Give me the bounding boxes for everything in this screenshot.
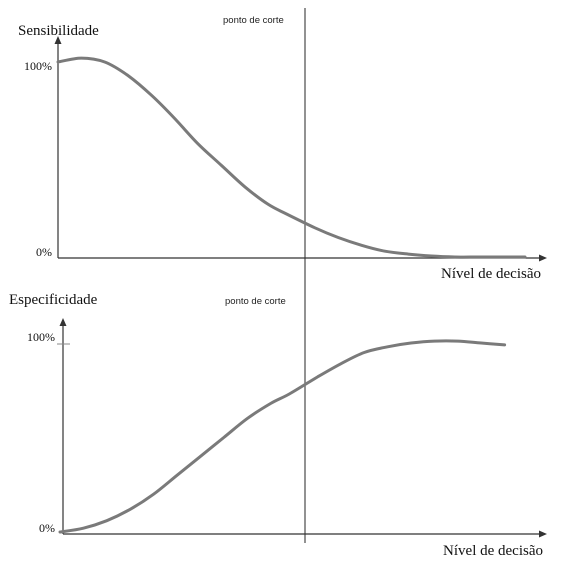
y-axis-label: Especificidade — [9, 292, 98, 308]
y-tick-label-min: 0% — [39, 521, 55, 535]
sensitivity-chart: Sensibilidade 100% 0% ponto de corte Nív… — [18, 15, 547, 282]
sensitivity-curve — [56, 56, 527, 259]
x-axis-label: Nível de decisão — [441, 266, 541, 282]
specificity-chart: Especificidade 100% 0% ponto de corte Ní… — [9, 292, 547, 559]
specificity-curve — [58, 339, 507, 534]
y-axis-arrow — [59, 318, 67, 326]
y-axis-label: Sensibilidade — [18, 23, 99, 39]
y-tick-label-min: 0% — [36, 245, 52, 259]
y-tick-label-max: 100% — [27, 330, 55, 344]
x-axis-arrow — [539, 254, 547, 262]
y-axis-arrow — [54, 36, 62, 44]
x-axis-label: Nível de decisão — [443, 543, 543, 559]
cutoff-annotation: ponto de corte — [223, 15, 284, 26]
cutoff-annotation: ponto de corte — [225, 296, 286, 307]
x-axis-arrow — [539, 530, 547, 538]
y-tick-label-max: 100% — [24, 59, 52, 73]
